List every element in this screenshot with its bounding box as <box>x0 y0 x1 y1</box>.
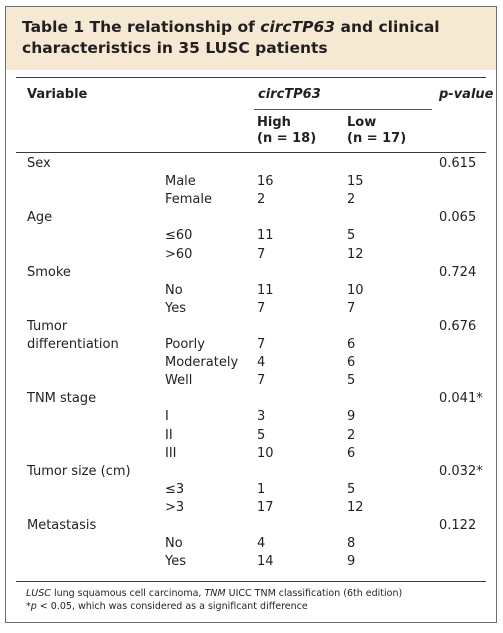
cell-low: 5 <box>347 373 356 388</box>
cell-low: 15 <box>347 174 364 189</box>
cell-high: 11 <box>257 228 274 243</box>
cell-subgroup: Yes <box>165 301 186 316</box>
table-title: Table 1 The relationship of circTP63 and… <box>22 17 482 59</box>
cell-pvalue: 0.724 <box>439 265 477 280</box>
cell-pvalue: 0.065 <box>439 210 477 225</box>
cell-variable: Tumor size (cm) <box>27 464 131 479</box>
cell-subgroup: >60 <box>165 247 193 262</box>
cell-low: 6 <box>347 446 356 461</box>
cell-variable: Tumor <box>27 319 68 334</box>
cell-low: 5 <box>347 482 356 497</box>
top-rule <box>16 77 486 78</box>
cell-subgroup: Female <box>165 192 213 207</box>
cell-low: 6 <box>347 337 356 352</box>
footnote-significance: *p < 0.05, which was considered as a sig… <box>26 600 308 613</box>
footnote-abbreviations: LUSC lung squamous cell carcinoma, TNM U… <box>26 587 402 600</box>
title-gene: circTP63 <box>260 18 336 36</box>
cell-high: 17 <box>257 500 274 515</box>
cell-high: 7 <box>257 337 266 352</box>
cell-low: 2 <box>347 192 356 207</box>
cell-pvalue: 0.041* <box>439 391 483 406</box>
cell-subgroup: No <box>165 283 183 298</box>
cell-high: 4 <box>257 536 266 551</box>
cell-low: 7 <box>347 301 356 316</box>
cell-subgroup: Yes <box>165 554 186 569</box>
bottom-rule <box>16 581 486 582</box>
cell-low: 5 <box>347 228 356 243</box>
cell-subgroup: II <box>165 428 173 443</box>
header-rule <box>16 152 486 153</box>
cell-low: 12 <box>347 247 364 262</box>
header-high: High <box>257 115 291 130</box>
footnote-p-def: < 0.05, which was considered as a signif… <box>36 601 308 612</box>
cell-variable: differentiation <box>27 337 119 352</box>
cell-high: 1 <box>257 482 266 497</box>
title-prefix: Table 1 The relationship of <box>22 18 261 36</box>
cell-high: 10 <box>257 446 274 461</box>
cell-low: 12 <box>347 500 364 515</box>
cell-variable: TNM stage <box>27 391 97 406</box>
header-variable: Variable <box>27 87 88 102</box>
cell-variable: Smoke <box>27 265 71 280</box>
cell-subgroup: I <box>165 409 169 424</box>
cell-pvalue: 0.122 <box>439 518 477 533</box>
cell-high: 7 <box>257 301 266 316</box>
cell-low: 10 <box>347 283 364 298</box>
cell-high: 2 <box>257 192 266 207</box>
cell-high: 7 <box>257 373 266 388</box>
cell-high: 5 <box>257 428 266 443</box>
cell-high: 14 <box>257 554 274 569</box>
cell-low: 2 <box>347 428 356 443</box>
footnote-tnm: TNM <box>204 588 226 599</box>
cell-subgroup: Moderately <box>165 355 239 370</box>
cell-low: 9 <box>347 409 356 424</box>
cell-subgroup: Well <box>165 373 193 388</box>
cell-subgroup: ≤60 <box>165 228 193 243</box>
cell-pvalue: 0.676 <box>439 319 477 334</box>
cell-pvalue: 0.032* <box>439 464 483 479</box>
cell-high: 3 <box>257 409 266 424</box>
cell-variable: Metastasis <box>27 518 97 533</box>
footnote-p: *p <box>26 601 37 612</box>
cell-high: 4 <box>257 355 266 370</box>
cell-subgroup: ≤3 <box>165 482 185 497</box>
cell-low: 6 <box>347 355 356 370</box>
title-line2: characteristics in 35 LUSC patients <box>22 39 328 57</box>
header-gene: circTP63 <box>258 87 321 102</box>
footnote-lusc: LUSC <box>26 588 51 599</box>
table-title-bar: Table 1 The relationship of circTP63 and… <box>6 7 496 70</box>
cell-variable: Sex <box>27 156 51 171</box>
header-pvalue-text: p-value <box>439 87 494 102</box>
footnote-tnm-def: UICC TNM classification (6th edition) <box>225 588 403 599</box>
cell-subgroup: No <box>165 536 183 551</box>
cell-high: 7 <box>257 247 266 262</box>
header-low: Low <box>347 115 377 130</box>
cell-subgroup: III <box>165 446 177 461</box>
cell-high: 11 <box>257 283 274 298</box>
footnote-lusc-def: lung squamous cell carcinoma, <box>50 588 205 599</box>
title-suffix: and clinical <box>335 18 440 36</box>
cell-pvalue: 0.615 <box>439 156 477 171</box>
cell-subgroup: Poorly <box>165 337 205 352</box>
table-frame: Table 1 The relationship of circTP63 and… <box>5 6 497 623</box>
header-low-n: (n = 17) <box>347 131 407 146</box>
cell-variable: Age <box>27 210 53 225</box>
cell-high: 16 <box>257 174 274 189</box>
header-high-n: (n = 18) <box>257 131 317 146</box>
cell-subgroup: Male <box>165 174 196 189</box>
cell-low: 8 <box>347 536 356 551</box>
cell-subgroup: >3 <box>165 500 185 515</box>
gene-header-rule <box>254 109 432 110</box>
header-pvalue: p-value <box>439 87 493 103</box>
cell-low: 9 <box>347 554 356 569</box>
